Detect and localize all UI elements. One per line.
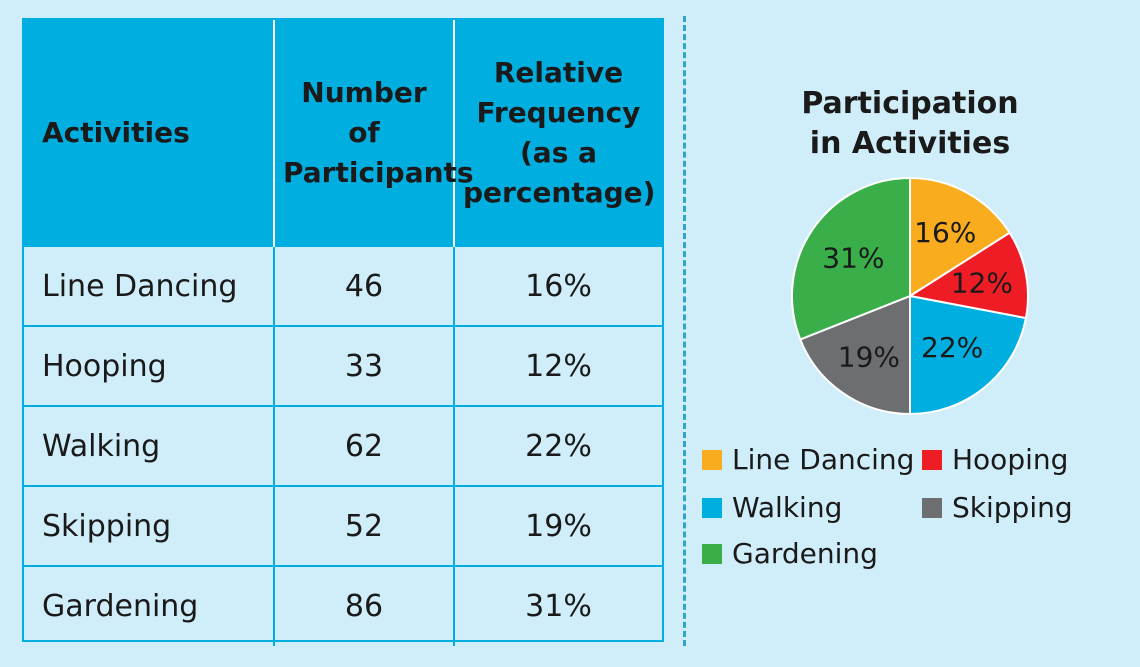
frequency-table-panel: Activities Number of Participants Relati…: [22, 18, 664, 646]
pie-chart-area: Participation in Activities 16% 12% 22% 19%…: [690, 0, 1140, 667]
legend-label: Walking: [732, 491, 843, 524]
table-row: Line Dancing 46 16%: [24, 245, 662, 326]
cell-frequency: 16%: [454, 245, 662, 326]
pie-slice-walking: [909, 294, 1028, 416]
cell-participants: 62: [274, 405, 455, 486]
chart-title: Participation in Activities: [801, 86, 1019, 161]
cell-activity: Gardening: [24, 565, 275, 646]
cell-activity: Skipping: [24, 485, 275, 566]
pie-slice-skipping: [798, 294, 911, 416]
pie-label-gardening: 31%: [822, 242, 884, 275]
header-relative-frequency: Relative Frequency (as a percentage): [454, 20, 662, 246]
pie-label-skipping: 19%: [838, 341, 900, 374]
legend-swatch: [702, 450, 722, 470]
pie-chart: 16% 12% 22% 19% 31%: [791, 176, 1029, 416]
table-header-row: Activities Number of Participants Relati…: [24, 20, 662, 246]
pie-label-walking: 22%: [921, 331, 983, 364]
legend-swatch: [922, 450, 942, 470]
cell-participants: 52: [274, 485, 455, 566]
cell-participants: 86: [274, 565, 455, 646]
frequency-table: Activities Number of Participants Relati…: [24, 20, 662, 646]
pie-slice-gardening: [791, 176, 911, 341]
table-row: Walking 62 22%: [24, 405, 662, 486]
legend-item-line-dancing: Line Dancing: [702, 442, 914, 478]
legend-label: Line Dancing: [732, 443, 915, 476]
legend-swatch: [922, 498, 942, 518]
pie-label-hooping: 12%: [951, 266, 1013, 299]
dashed-divider: [683, 16, 686, 646]
pie-slice-line-dancing: [909, 176, 1012, 298]
legend-item-hooping: Hooping: [922, 442, 1068, 478]
legend-label: Hooping: [952, 443, 1069, 476]
legend-swatch: [702, 498, 722, 518]
header-activities: Activities: [24, 20, 275, 246]
cell-participants: 33: [274, 325, 455, 406]
cell-participants: 46: [274, 245, 455, 326]
legend-item-skipping: Skipping: [922, 490, 1073, 526]
cell-activity: Hooping: [24, 325, 275, 406]
header-number-of-participants: Number of Participants: [274, 20, 474, 246]
pie-label-line-dancing: 16%: [914, 216, 976, 249]
legend-swatch: [702, 544, 722, 564]
cell-frequency: 31%: [454, 565, 662, 646]
legend-item-gardening: Gardening: [702, 536, 878, 572]
legend-item-walking: Walking: [702, 490, 842, 526]
legend-label: Gardening: [732, 537, 878, 570]
cell-activity: Walking: [24, 405, 275, 486]
cell-frequency: 12%: [454, 325, 662, 406]
cell-activity: Line Dancing: [24, 245, 275, 326]
legend-label: Skipping: [952, 491, 1073, 524]
pie-slice-hooping: [907, 231, 1029, 320]
cell-frequency: 22%: [454, 405, 662, 486]
table-row: Gardening 86 31%: [24, 565, 662, 646]
table-row: Hooping 33 12%: [24, 325, 662, 406]
table-row: Skipping 52 19%: [24, 485, 662, 566]
table-body: Line Dancing 46 16% Hooping 33 12% Walking 62 22…: [24, 245, 662, 646]
cell-frequency: 19%: [454, 485, 662, 566]
